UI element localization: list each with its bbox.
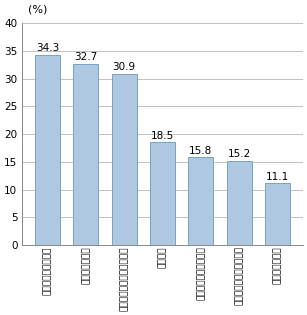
Bar [227, 161, 252, 245]
Bar [35, 55, 60, 245]
Text: 15.8: 15.8 [189, 146, 212, 156]
Text: 18.5: 18.5 [151, 131, 174, 141]
Text: 15.2: 15.2 [227, 149, 251, 159]
Text: 34.3: 34.3 [36, 43, 59, 53]
Bar [150, 142, 175, 245]
Bar [188, 158, 213, 245]
Text: 32.7: 32.7 [74, 52, 98, 62]
Bar [73, 64, 98, 245]
Text: 11.1: 11.1 [266, 172, 289, 182]
Text: 30.9: 30.9 [113, 62, 136, 72]
Bar [265, 183, 290, 245]
Bar [112, 74, 137, 245]
Text: (%): (%) [28, 5, 48, 15]
